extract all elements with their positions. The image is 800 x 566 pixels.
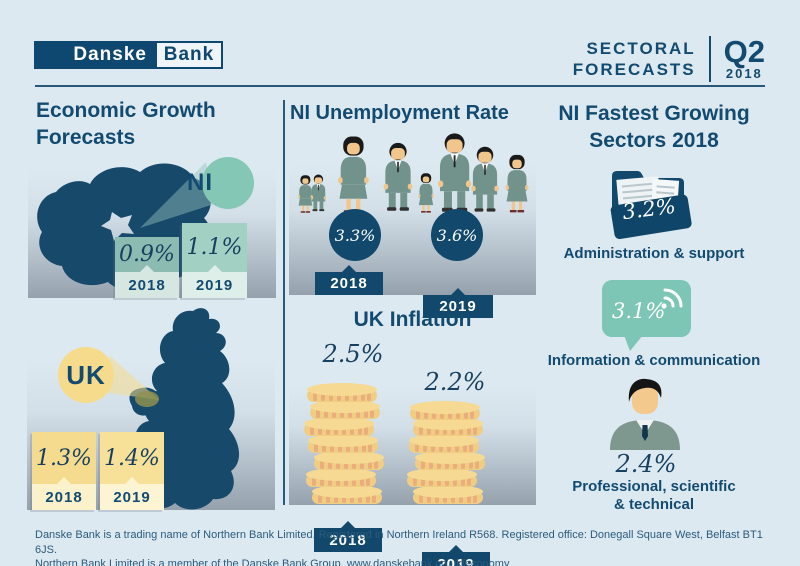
logo-bank-box: Bank — [155, 41, 223, 69]
logo-danske-box: Danske — [34, 41, 155, 69]
sector-label-info: Information & communication — [547, 352, 761, 369]
uk-growth-value-2018: 1.3% — [36, 445, 92, 471]
unemployment-year-2019: 2019 — [439, 298, 477, 315]
sectors-title: NI Fastest Growing Sectors 2018 — [558, 102, 750, 152]
businessman-icon — [610, 378, 680, 450]
economic-growth-title: Economic Growth Forecasts — [36, 99, 216, 149]
quarter-label: Q2 — [723, 34, 765, 69]
unemployment-circle-2019: 3.6% — [431, 209, 483, 261]
inflation-title: UK Inflation — [353, 308, 472, 331]
ni-growth-year-2019: 2019 — [195, 276, 234, 294]
notch-up — [207, 265, 222, 272]
notch-up — [125, 477, 139, 484]
danske-bank-logo: Danske Bank — [34, 41, 223, 69]
inflation-banner-2019: 2019 — [422, 545, 490, 566]
quarter-block: Q2 2018 — [723, 34, 765, 81]
speech-bubble-tail — [624, 335, 643, 351]
uk-growth-bar-2019: 1.4% 2019 — [100, 432, 164, 510]
inflation-value-2018: 2.5% — [322, 340, 384, 368]
ni-growth-year-2018: 2018 — [128, 276, 166, 294]
notch-up — [341, 521, 355, 528]
header-rule — [35, 85, 765, 87]
unemployment-banner-2018: 2018 — [315, 265, 383, 295]
ni-region-label: NI — [187, 169, 213, 196]
inflation-year-2018: 2018 — [329, 531, 367, 549]
wifi-icon — [661, 288, 683, 309]
notch-up — [451, 288, 465, 295]
footer-line1: Danske Bank is a trading name of Norther… — [35, 529, 763, 556]
sector-value-info: 3.1% — [612, 299, 666, 323]
title-line1: SECTORAL — [586, 39, 696, 58]
sector-value-prof: 2.4% — [615, 450, 677, 478]
footer-line2: Northern Bank Limited is a member of the… — [35, 558, 510, 566]
coin-stack-2019 — [407, 401, 485, 504]
notch-up — [449, 545, 463, 552]
ni-circle — [202, 157, 254, 209]
unemployment-value-2019: 3.6% — [436, 225, 478, 245]
uk-beam-highlight — [135, 391, 159, 407]
title-line2: FORECASTS — [572, 60, 696, 79]
ni-growth-value-2019: 1.1% — [186, 235, 243, 260]
notch-up — [342, 265, 356, 272]
uk-circle — [58, 347, 114, 403]
unemployment-banner-2019: 2019 — [423, 288, 493, 318]
ni-growth-bar-2019: 1.1% 2019 — [182, 223, 247, 298]
sector-label-prof: Professional, scientific & technical — [572, 478, 736, 513]
uk-region-label: UK — [66, 359, 106, 390]
unemployment-title: NI Unemployment Rate — [290, 102, 509, 124]
unemployment-circle-2018: 3.3% — [329, 209, 381, 261]
sectoral-forecasts-title: SECTORAL FORECASTS — [573, 38, 696, 80]
uk-growth-bar-2018: 1.3% 2018 — [32, 432, 96, 510]
quarter-year: 2018 — [725, 66, 763, 81]
inflation-value-2019: 2.2% — [424, 368, 486, 396]
ni-spotlight-beam — [140, 162, 214, 228]
uk-growth-value-2019: 1.4% — [104, 445, 160, 471]
uk-growth-year-2019: 2019 — [113, 488, 151, 506]
unemployment-year-2018: 2018 — [330, 275, 368, 292]
inflation-year-2019: 2019 — [437, 555, 475, 566]
column-divider — [283, 100, 285, 505]
coin-stack-2018 — [304, 383, 384, 504]
inflation-banner-2018: 2018 — [314, 521, 382, 552]
folder-icon — [610, 171, 692, 240]
speech-bubble-icon — [602, 280, 691, 337]
sector-label-admin: Administration & support — [563, 245, 745, 262]
footer-legal-text: Danske Bank is a trading name of Norther… — [35, 528, 780, 566]
uk-spotlight-beam — [109, 355, 159, 400]
uk-growth-year-2018: 2018 — [45, 488, 83, 506]
ni-growth-value-2018: 0.9% — [119, 242, 175, 267]
notch-up — [57, 477, 71, 484]
header-title-block: SECTORAL FORECASTS Q2 2018 — [573, 36, 765, 82]
notch-up — [140, 265, 154, 272]
header-divider — [708, 36, 711, 82]
ni-growth-bar-2018: 0.9% 2018 — [115, 237, 179, 298]
unemployment-value-2018: 3.3% — [334, 225, 376, 245]
